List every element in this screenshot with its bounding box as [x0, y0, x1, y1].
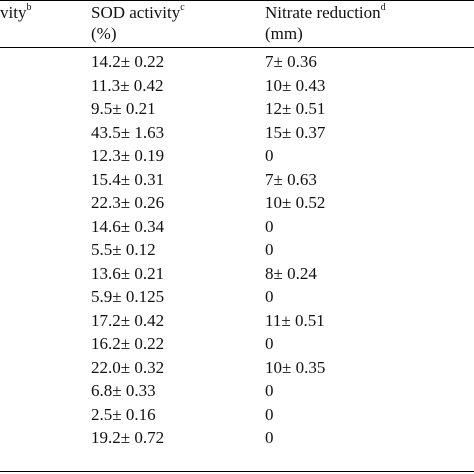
table-cell-sod: 11.3± 0.42	[91, 76, 164, 95]
table-cell-sod: 12.3± 0.19	[91, 146, 165, 165]
header-sod-activity-text: SOD activity	[91, 3, 181, 22]
table-cell-sod: 9.5± 0.21	[91, 99, 156, 118]
table-cell-sod: 15.4± 0.31	[91, 170, 165, 189]
table-cell-nitrate: 0	[265, 217, 274, 236]
table-cell-nitrate: 0	[265, 240, 274, 259]
table-cell-nitrate: 0	[265, 405, 274, 424]
table-cell-sod: 6.8± 0.33	[91, 381, 156, 400]
header-nitrate-reduction: Nitrate reductiond	[265, 2, 386, 23]
table-bottom-rule	[0, 471, 474, 472]
header-activity-partial: vityb	[0, 2, 31, 23]
table-top-rule	[0, 0, 474, 1]
table-cell-sod: 19.2± 0.72	[91, 428, 165, 447]
table-cell-nitrate: 0	[265, 146, 274, 165]
table-cell-sod: 13.6± 0.21	[91, 264, 165, 283]
footnote-marker-d: d	[380, 2, 386, 14]
table-cell-nitrate: 8± 0.24	[265, 264, 317, 283]
footnote-marker-c: c	[180, 2, 185, 14]
footnote-marker-b: b	[26, 2, 32, 14]
table-cell-nitrate: 0	[265, 381, 274, 400]
table-cell-nitrate: 10± 0.52	[265, 193, 326, 212]
table-cell-sod: 5.5± 0.12	[91, 240, 156, 259]
table-cell-sod: 43.5± 1.63	[91, 123, 165, 142]
table-cell-nitrate: 15± 0.37	[265, 123, 326, 142]
table-cell-sod: 22.3± 0.26	[91, 193, 165, 212]
table-cell-sod: 14.2± 0.22	[91, 52, 165, 71]
header-sod-unit: (%)	[91, 24, 117, 43]
table-cell-sod: 16.2± 0.22	[91, 334, 165, 353]
header-activity-partial-text: vity	[0, 3, 27, 22]
header-nitrate-reduction-text: Nitrate reduction	[265, 3, 381, 22]
header-rule	[0, 47, 474, 48]
table-cell-sod: 2.5± 0.16	[91, 405, 156, 424]
table-cell-nitrate: 11± 0.51	[265, 311, 325, 330]
table-cell-sod: 14.6± 0.34	[91, 217, 165, 236]
table-cell-nitrate: 0	[265, 428, 274, 447]
table-cell-sod: 22.0± 0.32	[91, 358, 165, 377]
table-cell-nitrate: 10± 0.43	[265, 76, 326, 95]
table-cell-nitrate: 7± 0.36	[265, 52, 317, 71]
table-cell-nitrate: 0	[265, 287, 274, 306]
header-nitrate-unit: (mm)	[265, 24, 303, 43]
table-cell-nitrate: 12± 0.51	[265, 99, 326, 118]
table-cell-sod: 17.2± 0.42	[91, 311, 165, 330]
table-cell-nitrate: 7± 0.63	[265, 170, 317, 189]
header-sod-activity: SOD activityc	[91, 2, 185, 23]
table-cell-nitrate: 0	[265, 334, 274, 353]
table-cell-nitrate: 10± 0.35	[265, 358, 326, 377]
table-cell-sod: 5.9± 0.125	[91, 287, 165, 306]
